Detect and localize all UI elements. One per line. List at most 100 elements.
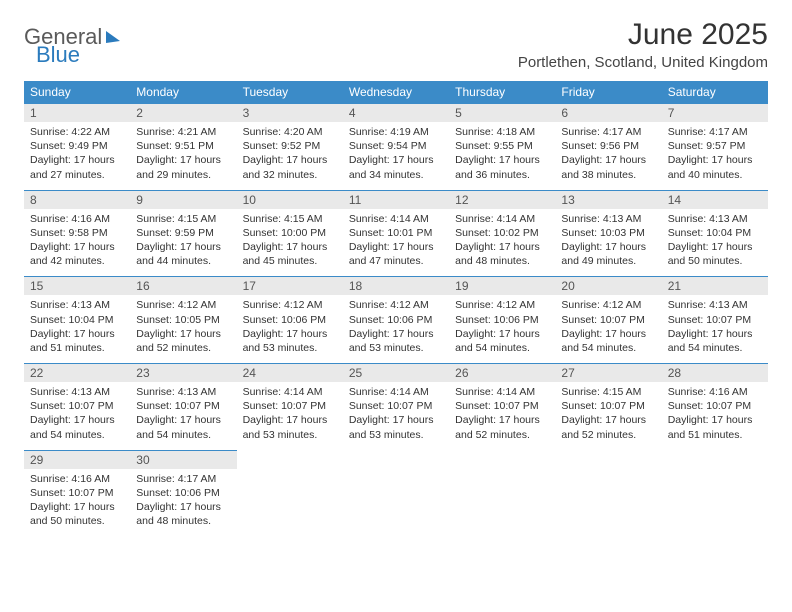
daylight-text: Daylight: 17 hours and 53 minutes. [243,327,337,355]
sunset-text: Sunset: 10:06 PM [243,313,337,327]
day-number: 19 [449,277,555,295]
day-number: 13 [555,191,661,209]
dow-monday: Monday [130,81,236,103]
day-body: Sunrise: 4:12 AMSunset: 10:06 PMDaylight… [237,295,343,363]
day-body: Sunrise: 4:12 AMSunset: 10:07 PMDaylight… [555,295,661,363]
daylight-text: Daylight: 17 hours and 54 minutes. [30,413,124,441]
sunrise-text: Sunrise: 4:14 AM [243,385,337,399]
sunrise-text: Sunrise: 4:15 AM [243,212,337,226]
sunrise-text: Sunrise: 4:16 AM [30,212,124,226]
day-body: Sunrise: 4:12 AMSunset: 10:06 PMDaylight… [449,295,555,363]
daylight-text: Daylight: 17 hours and 50 minutes. [668,240,762,268]
daylight-text: Daylight: 17 hours and 51 minutes. [668,413,762,441]
sunset-text: Sunset: 10:07 PM [243,399,337,413]
calendar-grid: Sunday Monday Tuesday Wednesday Thursday… [24,81,768,536]
sunset-text: Sunset: 10:07 PM [136,399,230,413]
day-body: Sunrise: 4:14 AMSunset: 10:07 PMDaylight… [237,382,343,450]
day-body: Sunrise: 4:12 AMSunset: 10:06 PMDaylight… [343,295,449,363]
location-text: Portlethen, Scotland, United Kingdom [518,54,768,71]
day-cell: 21Sunrise: 4:13 AMSunset: 10:07 PMDaylig… [662,276,768,363]
sunrise-text: Sunrise: 4:13 AM [30,298,124,312]
sunset-text: Sunset: 10:01 PM [349,226,443,240]
day-number: 29 [24,451,130,469]
day-cell: 22Sunrise: 4:13 AMSunset: 10:07 PMDaylig… [24,363,130,450]
daylight-text: Daylight: 17 hours and 42 minutes. [30,240,124,268]
empty-cell [662,450,768,537]
day-number: 20 [555,277,661,295]
daylight-text: Daylight: 17 hours and 54 minutes. [561,327,655,355]
daylight-text: Daylight: 17 hours and 53 minutes. [243,413,337,441]
sunrise-text: Sunrise: 4:12 AM [561,298,655,312]
day-number: 17 [237,277,343,295]
week-row: 29Sunrise: 4:16 AMSunset: 10:07 PMDaylig… [24,450,768,537]
sunset-text: Sunset: 10:07 PM [349,399,443,413]
sunset-text: Sunset: 10:06 PM [349,313,443,327]
sunset-text: Sunset: 10:06 PM [455,313,549,327]
sunrise-text: Sunrise: 4:16 AM [668,385,762,399]
day-cell: 4Sunrise: 4:19 AMSunset: 9:54 PMDaylight… [343,103,449,190]
daylight-text: Daylight: 17 hours and 52 minutes. [136,327,230,355]
day-number: 4 [343,104,449,122]
sunrise-text: Sunrise: 4:13 AM [668,212,762,226]
day-number: 5 [449,104,555,122]
daylight-text: Daylight: 17 hours and 47 minutes. [349,240,443,268]
sunrise-text: Sunrise: 4:12 AM [349,298,443,312]
empty-cell [343,450,449,537]
sunrise-text: Sunrise: 4:15 AM [561,385,655,399]
dow-thursday: Thursday [449,81,555,103]
day-cell: 23Sunrise: 4:13 AMSunset: 10:07 PMDaylig… [130,363,236,450]
sunset-text: Sunset: 10:04 PM [668,226,762,240]
day-cell: 9Sunrise: 4:15 AMSunset: 9:59 PMDaylight… [130,190,236,277]
day-body: Sunrise: 4:12 AMSunset: 10:05 PMDaylight… [130,295,236,363]
daylight-text: Daylight: 17 hours and 34 minutes. [349,153,443,181]
day-number: 6 [555,104,661,122]
daylight-text: Daylight: 17 hours and 36 minutes. [455,153,549,181]
day-body: Sunrise: 4:15 AMSunset: 10:07 PMDaylight… [555,382,661,450]
daylight-text: Daylight: 17 hours and 52 minutes. [455,413,549,441]
day-number: 15 [24,277,130,295]
day-number: 8 [24,191,130,209]
day-body: Sunrise: 4:13 AMSunset: 10:03 PMDaylight… [555,209,661,277]
day-number: 30 [130,451,236,469]
daylight-text: Daylight: 17 hours and 48 minutes. [136,500,230,528]
day-body: Sunrise: 4:17 AMSunset: 10:06 PMDaylight… [130,469,236,537]
sunrise-text: Sunrise: 4:16 AM [30,472,124,486]
day-cell: 3Sunrise: 4:20 AMSunset: 9:52 PMDaylight… [237,103,343,190]
sunset-text: Sunset: 9:51 PM [136,139,230,153]
sunset-text: Sunset: 10:04 PM [30,313,124,327]
sunset-text: Sunset: 10:03 PM [561,226,655,240]
sunset-text: Sunset: 9:56 PM [561,139,655,153]
day-cell: 26Sunrise: 4:14 AMSunset: 10:07 PMDaylig… [449,363,555,450]
sunrise-text: Sunrise: 4:18 AM [455,125,549,139]
day-number: 7 [662,104,768,122]
sunset-text: Sunset: 9:49 PM [30,139,124,153]
logo-triangle-icon [106,31,120,43]
day-cell: 5Sunrise: 4:18 AMSunset: 9:55 PMDaylight… [449,103,555,190]
day-body: Sunrise: 4:21 AMSunset: 9:51 PMDaylight:… [130,122,236,190]
sunrise-text: Sunrise: 4:14 AM [455,212,549,226]
sunset-text: Sunset: 10:05 PM [136,313,230,327]
sunset-text: Sunset: 10:00 PM [243,226,337,240]
day-number: 28 [662,364,768,382]
sunset-text: Sunset: 9:59 PM [136,226,230,240]
sunrise-text: Sunrise: 4:17 AM [668,125,762,139]
day-number: 23 [130,364,236,382]
dow-saturday: Saturday [662,81,768,103]
day-number: 21 [662,277,768,295]
day-body: Sunrise: 4:14 AMSunset: 10:02 PMDaylight… [449,209,555,277]
day-number: 26 [449,364,555,382]
daylight-text: Daylight: 17 hours and 32 minutes. [243,153,337,181]
day-number: 24 [237,364,343,382]
sunset-text: Sunset: 10:06 PM [136,486,230,500]
day-number: 1 [24,104,130,122]
sunrise-text: Sunrise: 4:19 AM [349,125,443,139]
sunrise-text: Sunrise: 4:17 AM [136,472,230,486]
dow-wednesday: Wednesday [343,81,449,103]
day-body: Sunrise: 4:15 AMSunset: 9:59 PMDaylight:… [130,209,236,277]
dow-sunday: Sunday [24,81,130,103]
daylight-text: Daylight: 17 hours and 48 minutes. [455,240,549,268]
day-number: 22 [24,364,130,382]
daylight-text: Daylight: 17 hours and 54 minutes. [136,413,230,441]
day-cell: 18Sunrise: 4:12 AMSunset: 10:06 PMDaylig… [343,276,449,363]
sunset-text: Sunset: 10:02 PM [455,226,549,240]
